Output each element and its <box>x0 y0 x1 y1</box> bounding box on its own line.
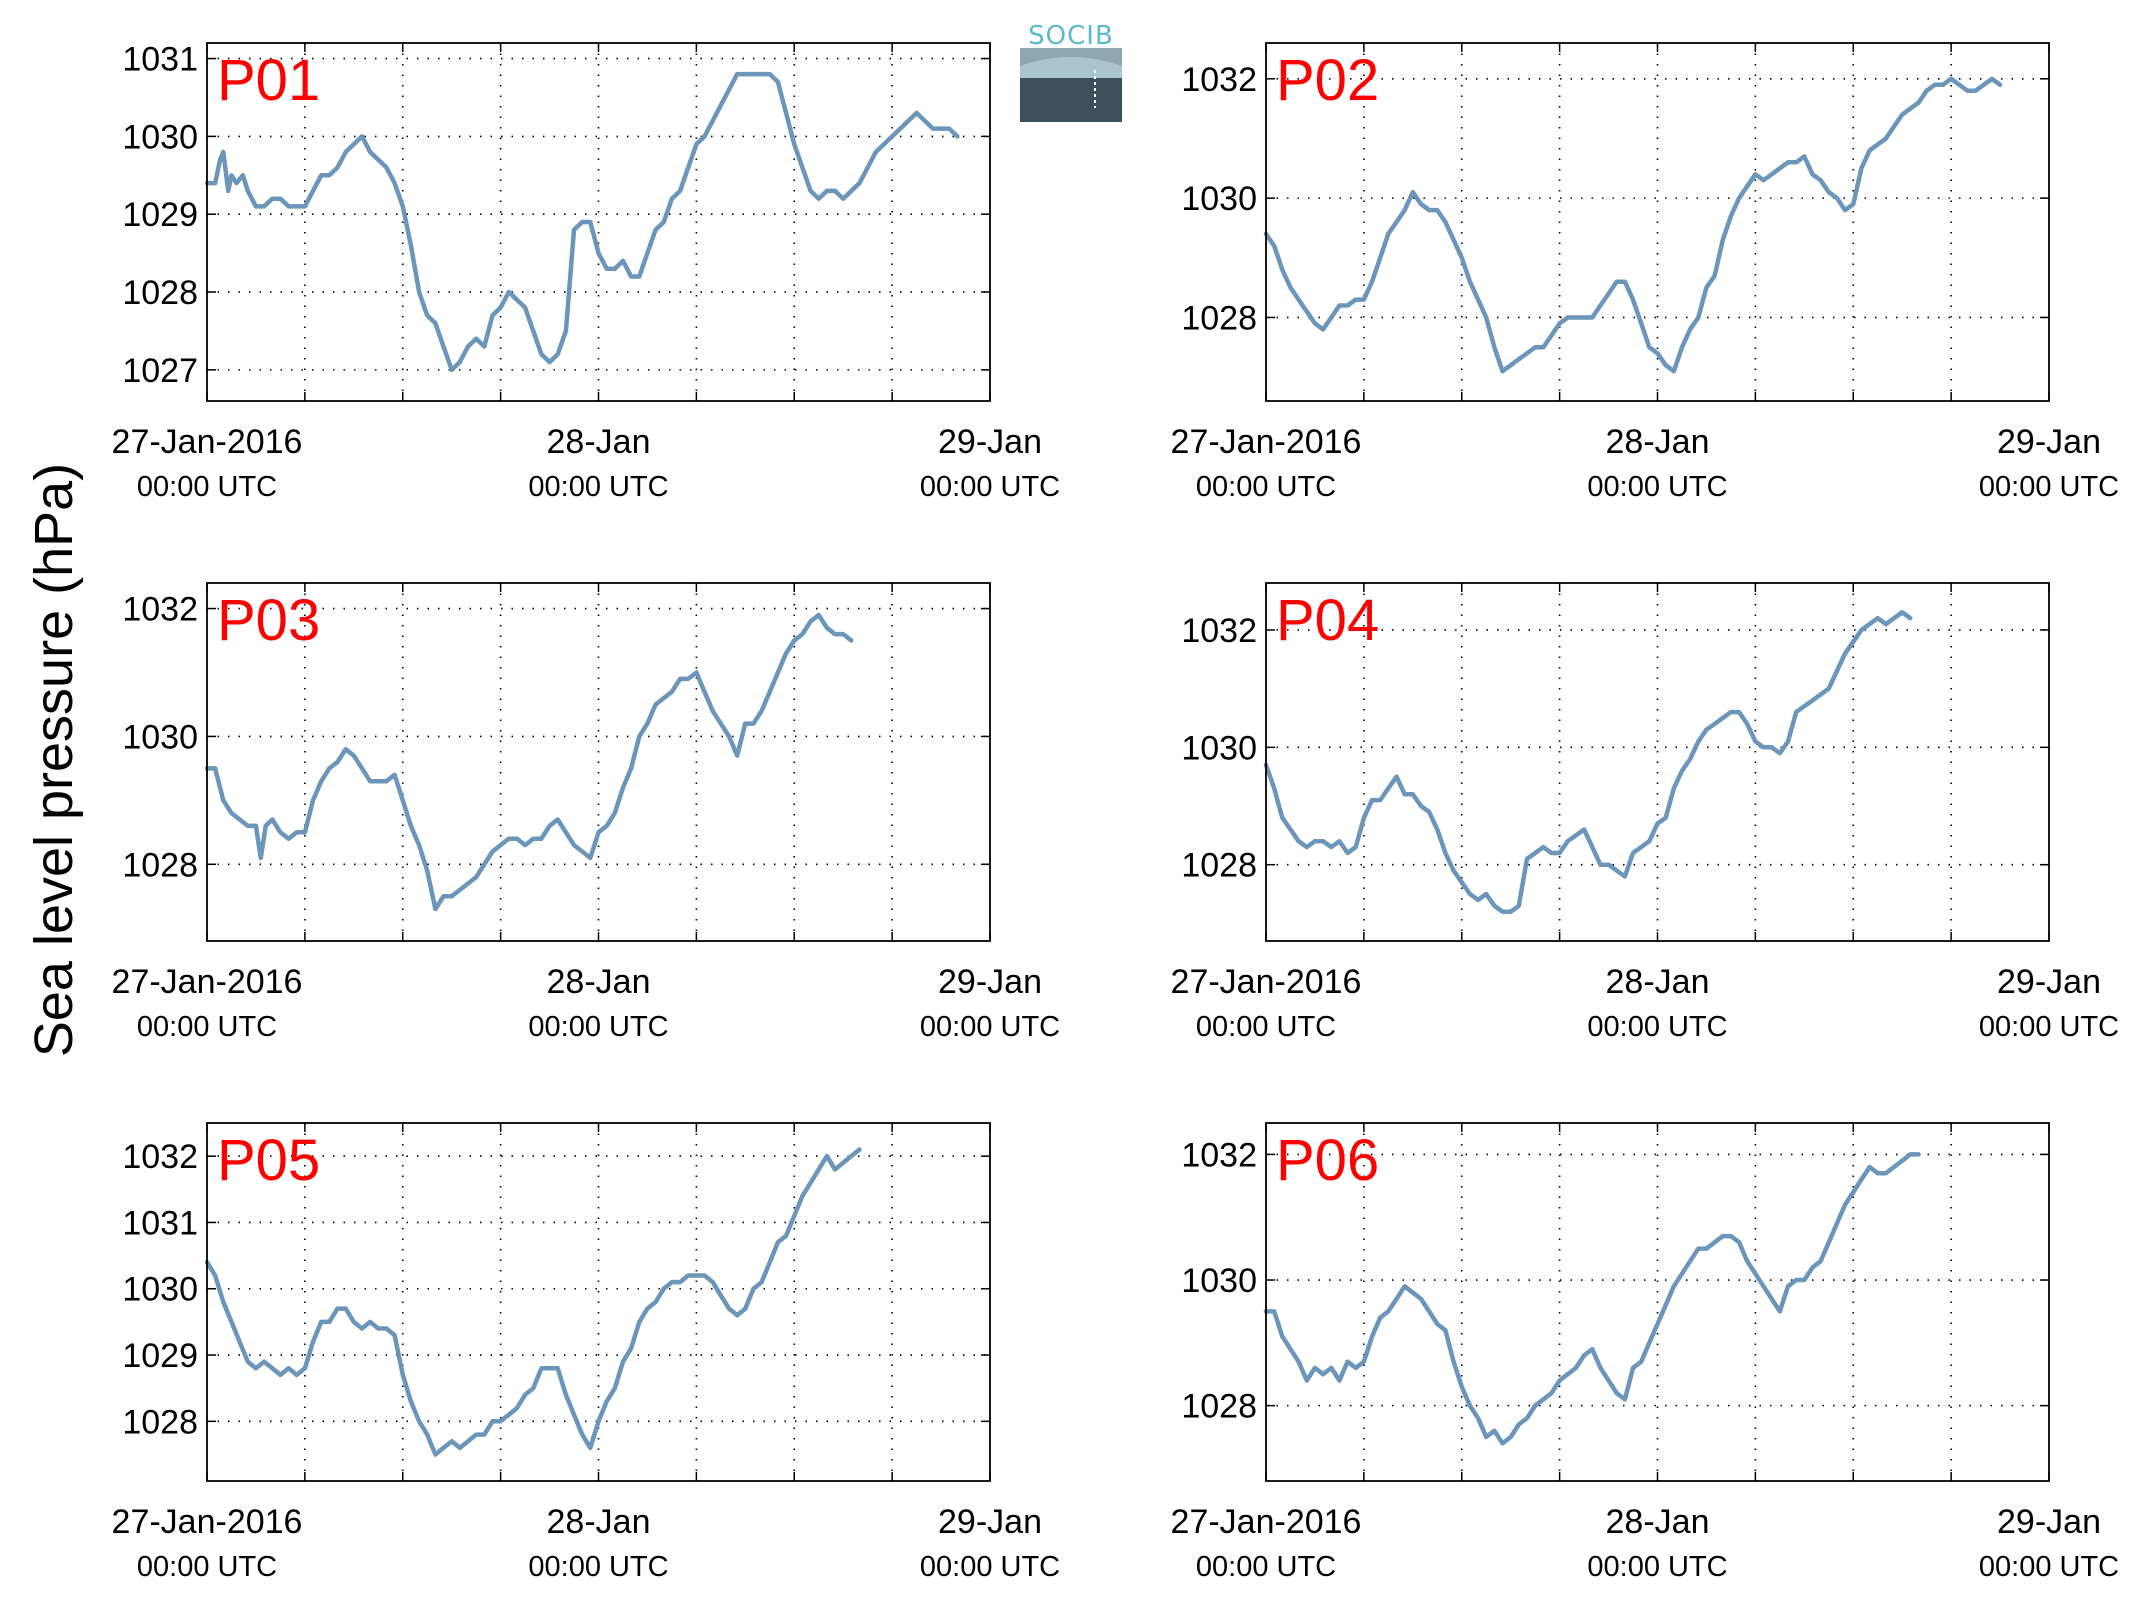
panel-p02: 1028 1030 1032 27-Jan-2016 00:00 UTC 28-Jan 00… <box>1171 42 2119 503</box>
y-tick-label: 1030 <box>122 718 198 756</box>
x-tick-sublabel: 00:00 UTC <box>1979 1011 2119 1043</box>
pressure-series-line <box>204 612 854 912</box>
y-tick-label: 1030 <box>1181 180 1257 218</box>
x-tick-sublabel: 00:00 UTC <box>1979 1551 2119 1583</box>
x-tick-sublabel: 00:00 UTC <box>1979 471 2119 503</box>
y-tick-label: 1032 <box>1181 612 1257 650</box>
x-tick-sublabel: 00:00 UTC <box>920 471 1060 503</box>
y-tick-label: 1032 <box>122 591 198 629</box>
panel-label: P01 <box>217 48 320 113</box>
x-tick-label: 29-Jan <box>1997 423 2101 461</box>
x-tick-sublabel: 00:00 UTC <box>1587 471 1727 503</box>
x-tick-label: 29-Jan <box>1997 963 2101 1001</box>
panel-p04: 1028 1030 1032 27-Jan-2016 00:00 UTC 28-Jan 00… <box>1171 582 2119 1043</box>
x-tick-label: 28-Jan <box>547 423 651 461</box>
y-tick-label: 1028 <box>122 1403 198 1441</box>
y-tick-label: 1032 <box>1181 61 1257 99</box>
x-tick-sublabel: 00:00 UTC <box>920 1011 1060 1043</box>
x-tick-sublabel: 00:00 UTC <box>528 471 668 503</box>
x-tick-sublabel: 00:00 UTC <box>1196 1551 1336 1583</box>
y-tick-label: 1028 <box>1181 847 1257 885</box>
panel-label: P04 <box>1276 588 1379 653</box>
axes-frame <box>1265 1122 2050 1482</box>
x-tick-label: 29-Jan <box>938 1503 1042 1541</box>
y-tick-label: 1029 <box>122 196 198 234</box>
x-tick-label: 29-Jan <box>938 963 1042 1001</box>
x-tick-sublabel: 00:00 UTC <box>1196 1011 1336 1043</box>
pressure-series-line <box>204 1147 862 1457</box>
x-tick-sublabel: 00:00 UTC <box>920 1551 1060 1583</box>
panel-label: P03 <box>217 588 320 653</box>
y-tick-label: 1030 <box>122 118 198 156</box>
y-axis-label: Sea level pressure (hPa) <box>24 463 84 1057</box>
pressure-series-line <box>1263 76 2003 374</box>
x-tick-sublabel: 00:00 UTC <box>1196 471 1336 503</box>
x-tick-label: 28-Jan <box>1606 963 1710 1001</box>
y-tick-label: 1028 <box>1181 299 1257 337</box>
y-tick-label: 1032 <box>122 1138 198 1176</box>
y-tick-label: 1028 <box>1181 1388 1257 1426</box>
y-tick-label: 1028 <box>122 846 198 884</box>
x-tick-label: 27-Jan-2016 <box>1171 963 1362 1001</box>
panel-label: P02 <box>1276 48 1379 113</box>
x-tick-sublabel: 00:00 UTC <box>1587 1011 1727 1043</box>
x-tick-sublabel: 00:00 UTC <box>137 1551 277 1583</box>
y-tick-label: 1029 <box>122 1337 198 1375</box>
x-tick-label: 28-Jan <box>547 1503 651 1541</box>
x-tick-label: 27-Jan-2016 <box>112 1503 303 1541</box>
x-tick-label: 29-Jan <box>1997 1503 2101 1541</box>
pressure-series-line <box>1263 610 1913 914</box>
x-tick-label: 27-Jan-2016 <box>112 963 303 1001</box>
y-tick-label: 1031 <box>122 1204 198 1242</box>
y-tick-label: 1031 <box>122 41 198 79</box>
logo-text: SOCIB <box>1028 21 1114 51</box>
y-tick-label: 1030 <box>122 1271 198 1309</box>
x-tick-sublabel: 00:00 UTC <box>528 1011 668 1043</box>
axes-frame <box>1265 582 2050 942</box>
panel-p03: 1028 1030 1032 27-Jan-2016 00:00 UTC 28-Jan 00… <box>112 582 1060 1043</box>
pressure-series-line <box>204 71 960 373</box>
pressure-series-line <box>1263 1152 1921 1446</box>
x-tick-sublabel: 00:00 UTC <box>528 1551 668 1583</box>
x-tick-sublabel: 00:00 UTC <box>1587 1551 1727 1583</box>
y-tick-label: 1027 <box>122 352 198 390</box>
panel-label: P06 <box>1276 1128 1379 1193</box>
y-tick-label: 1028 <box>122 274 198 312</box>
x-tick-sublabel: 00:00 UTC <box>137 471 277 503</box>
axes-frame <box>1265 42 2050 402</box>
x-tick-label: 29-Jan <box>938 423 1042 461</box>
panel-p01: 1027 1028 1029 1030 1031 27-Jan-2016 00:00 UTC… <box>112 41 1061 503</box>
x-tick-label: 28-Jan <box>1606 423 1710 461</box>
panel-label: P05 <box>217 1128 320 1193</box>
x-tick-label: 28-Jan <box>547 963 651 1001</box>
x-tick-label: 28-Jan <box>1606 1503 1710 1541</box>
y-tick-label: 1032 <box>1181 1136 1257 1174</box>
axes-frame <box>206 42 991 402</box>
x-tick-label: 27-Jan-2016 <box>112 423 303 461</box>
axes-frame <box>206 582 991 942</box>
x-tick-sublabel: 00:00 UTC <box>137 1011 277 1043</box>
panel-p05: 1028 1029 1030 1031 1032 27-Jan-2016 00:00 UTC… <box>112 1122 1060 1583</box>
x-tick-label: 27-Jan-2016 <box>1171 1503 1362 1541</box>
socib-logo: SOCIB <box>1020 21 1122 122</box>
y-tick-label: 1030 <box>1181 729 1257 767</box>
panel-p06: 1028 1030 1032 27-Jan-2016 00:00 UTC 28-Jan 00… <box>1171 1122 2119 1583</box>
y-tick-label: 1030 <box>1181 1262 1257 1300</box>
axes-frame <box>206 1122 991 1482</box>
x-tick-label: 27-Jan-2016 <box>1171 423 1362 461</box>
